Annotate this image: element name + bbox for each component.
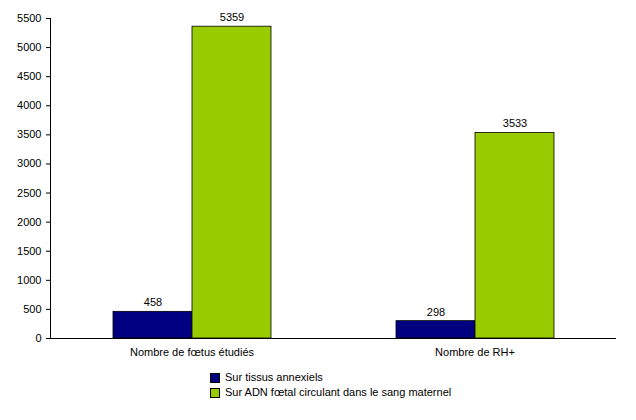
svg-text:4500: 4500 (17, 70, 41, 82)
svg-text:2000: 2000 (17, 216, 41, 228)
svg-text:5000: 5000 (17, 41, 41, 53)
svg-text:1000: 1000 (17, 274, 41, 286)
html-text:Sur tissus annexiels: Sur tissus annexiels (225, 371, 323, 383)
svg-text:298: 298 (427, 306, 445, 318)
svg-text:3533: 3533 (503, 117, 527, 129)
svg-text:5359: 5359 (220, 11, 244, 23)
svg-text:3500: 3500 (17, 128, 41, 140)
svg-text:1500: 1500 (17, 245, 41, 257)
svg-text:Nombre de fœtus étudiés: Nombre de fœtus étudiés (130, 346, 255, 358)
svg-text:3000: 3000 (17, 157, 41, 169)
svg-text:500: 500 (23, 303, 41, 315)
svg-text:Nombre de RH+: Nombre de RH+ (435, 346, 515, 358)
svg-text:5500: 5500 (17, 12, 41, 24)
svg-text:458: 458 (144, 296, 162, 308)
html-text:Sur ADN fœtal circulant dans l: Sur ADN fœtal circulant dans le sang mat… (225, 386, 452, 398)
svg-text:4000: 4000 (17, 99, 41, 111)
svg-text:2500: 2500 (17, 187, 41, 199)
svg-text:0: 0 (35, 332, 41, 344)
